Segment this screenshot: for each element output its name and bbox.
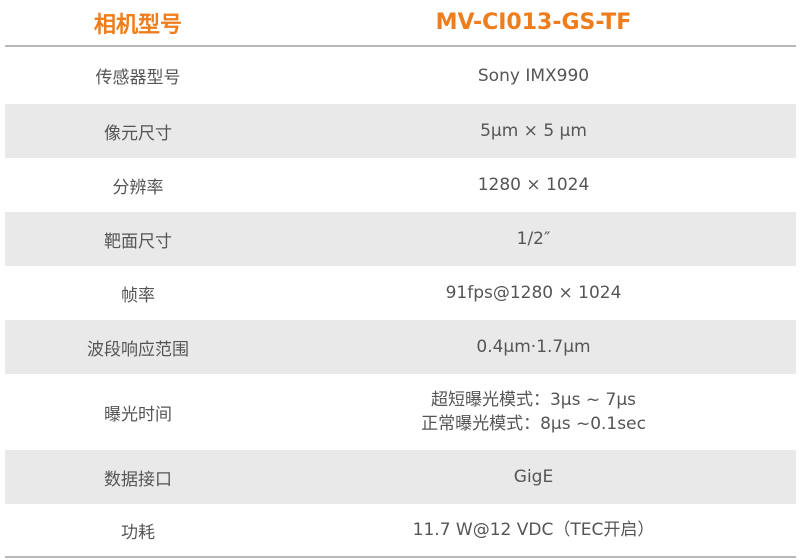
row-label: 数据接口 — [104, 469, 172, 490]
row-value: 5μm × 5 μm — [480, 121, 587, 141]
table-header: 相机型号 MV-CI013-GS-TF — [5, 0, 796, 47]
row-label: 曝光时间 — [104, 404, 172, 425]
row-value: 1280 × 1024 — [477, 175, 590, 195]
row-label: 帧率 — [121, 285, 155, 306]
row-label: 功耗 — [121, 522, 155, 543]
table-row: 靶面尺寸 1/2″ — [5, 212, 796, 266]
table-row: 功耗 11.7 W@12 VDC（TEC开启） — [5, 504, 796, 558]
row-value: 超短曝光模式：3μs ~ 7μs 正常曝光模式：8μs ~0.1sec — [271, 388, 796, 436]
row-label: 分辨率 — [112, 177, 164, 198]
row-label: 像元尺寸 — [104, 123, 172, 144]
row-value: 1/2″ — [516, 229, 551, 249]
table-row: 分辨率 1280 × 1024 — [5, 158, 796, 212]
table-row: 帧率 91fps@1280 × 1024 — [5, 266, 796, 320]
table-row: 数据接口 GigE — [5, 450, 796, 504]
row-value: Sony IMX990 — [477, 65, 590, 86]
table-row: 传感器型号 Sony IMX990 — [5, 47, 796, 104]
row-value: GigE — [513, 467, 554, 487]
row-label: 波段响应范围 — [87, 339, 189, 360]
header-label: 相机型号 — [93, 12, 182, 38]
row-label: 靶面尺寸 — [104, 231, 172, 252]
table-row: 曝光时间 超短曝光模式：3μs ~ 7μs 正常曝光模式：8μs ~0.1sec — [5, 374, 796, 450]
row-value: 91fps@1280 × 1024 — [445, 283, 622, 303]
table-row: 像元尺寸 5μm × 5 μm — [5, 104, 796, 158]
table-row: 波段响应范围 0.4μm·1.7μm — [5, 320, 796, 374]
row-label: 传感器型号 — [95, 68, 181, 88]
header-model: MV-CI013-GS-TF — [435, 9, 632, 35]
exposure-normal: 正常曝光模式：8μs ~0.1sec — [421, 414, 646, 434]
row-value: 11.7 W@12 VDC（TEC开启） — [412, 520, 655, 540]
spec-table: 相机型号 MV-CI013-GS-TF 传感器型号 Sony IMX990 像元… — [5, 0, 796, 558]
row-value: 0.4μm·1.7μm — [476, 337, 591, 357]
exposure-ultrashort: 超短曝光模式：3μs ~ 7μs — [430, 390, 637, 410]
